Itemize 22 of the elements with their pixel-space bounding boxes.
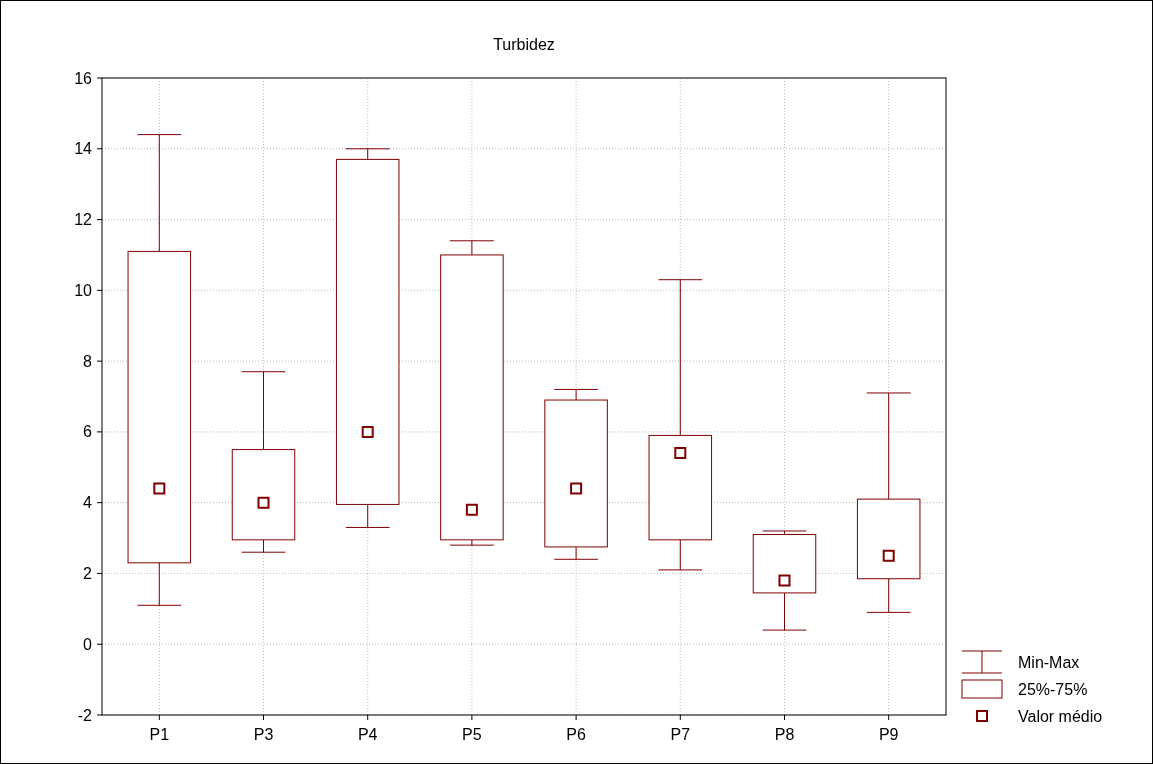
x-tick-label: P5 <box>462 726 482 743</box>
text: 25%-75% <box>1018 680 1088 698</box>
y-tick-label: 6 <box>83 423 93 441</box>
text: Min-Max <box>1018 653 1080 671</box>
text: Valor médio <box>1018 707 1103 725</box>
chart-title: Turbidez <box>493 36 555 53</box>
y-tick-label: 14 <box>74 140 93 158</box>
y-tick-label: -2 <box>77 706 93 724</box>
y-tick-label: 2 <box>83 565 93 583</box>
x-tick-label: P9 <box>878 726 899 743</box>
y-tick-label: 0 <box>83 635 93 653</box>
x-tick-label: P3 <box>253 726 274 743</box>
x-tick-label: P7 <box>670 726 691 743</box>
x-tick-label: P1 <box>149 726 170 743</box>
y-tick-label: 4 <box>83 494 93 512</box>
x-tick-label: P8 <box>774 726 795 743</box>
y-tick-label: 16 <box>74 69 93 87</box>
x-tick-label: P4 <box>357 726 378 743</box>
y-tick-label: 8 <box>83 352 93 370</box>
x-tick-label: P6 <box>566 726 586 743</box>
y-tick-label: 10 <box>74 281 93 299</box>
y-tick-label: 12 <box>74 211 93 229</box>
